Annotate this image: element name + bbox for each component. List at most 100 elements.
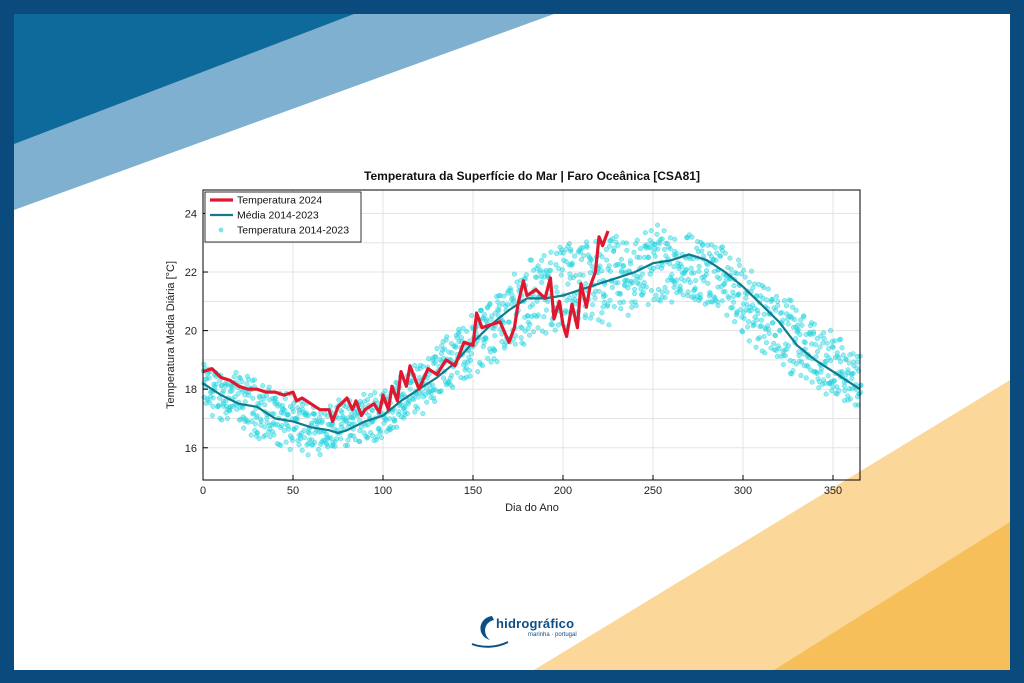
y-axis-ticks: 16 18 20 22 24 bbox=[185, 208, 208, 455]
scatter-point bbox=[790, 304, 796, 310]
scatter-point bbox=[510, 295, 516, 302]
scatter-point bbox=[712, 295, 718, 301]
scatter-point bbox=[313, 419, 320, 425]
scatter-point bbox=[378, 435, 385, 441]
scatter-point bbox=[793, 361, 799, 367]
scatter-point bbox=[479, 363, 486, 369]
scatter-point bbox=[208, 389, 214, 396]
scatter-point bbox=[373, 437, 379, 443]
y-tick-label: 18 bbox=[185, 384, 197, 396]
scatter-point bbox=[386, 416, 393, 422]
scatter-point bbox=[413, 403, 419, 409]
scatter-point bbox=[294, 415, 300, 421]
scatter-point bbox=[637, 254, 643, 261]
scatter-point bbox=[600, 304, 606, 310]
scatter-point bbox=[777, 310, 783, 316]
scatter-point bbox=[424, 399, 430, 405]
scatter-point bbox=[244, 381, 250, 387]
scatter-point bbox=[628, 278, 634, 284]
scatter-point bbox=[336, 415, 342, 421]
scatter-point bbox=[250, 410, 257, 416]
scatter-point bbox=[219, 417, 225, 423]
scatter-point bbox=[220, 398, 226, 404]
scatter-point bbox=[623, 277, 629, 284]
scatter-point bbox=[411, 396, 417, 402]
scatter-point bbox=[567, 295, 573, 301]
scatter-point bbox=[738, 307, 744, 313]
scatter-point bbox=[267, 426, 273, 432]
scatter-point bbox=[667, 261, 673, 267]
scatter-point bbox=[755, 310, 761, 317]
scatter-point bbox=[487, 301, 493, 308]
scatter-point bbox=[642, 230, 648, 236]
scatter-point bbox=[807, 322, 814, 329]
scatter-point bbox=[809, 341, 815, 347]
scatter-point bbox=[785, 343, 792, 349]
scatter-point bbox=[697, 295, 703, 301]
scatter-point bbox=[841, 383, 848, 389]
scatter-point bbox=[573, 272, 579, 279]
scatter-point bbox=[837, 359, 844, 365]
scatter-point bbox=[746, 279, 752, 285]
legend: Temperatura 2024 Média 2014-2023 Tempera… bbox=[204, 191, 362, 243]
scatter-point bbox=[830, 384, 836, 390]
scatter-point bbox=[450, 384, 456, 390]
scatter-point bbox=[535, 325, 541, 331]
scatter-point bbox=[831, 377, 837, 384]
hidrografico-logo: hidrográfico marinha · portugal bbox=[470, 610, 580, 650]
scatter-point bbox=[783, 303, 790, 309]
scatter-point bbox=[734, 310, 740, 316]
scatter-point bbox=[796, 352, 802, 359]
scatter-point bbox=[821, 335, 827, 342]
scatter-point bbox=[496, 293, 502, 299]
scatter-point bbox=[293, 424, 299, 431]
scatter-point bbox=[812, 368, 818, 375]
scatter-point bbox=[287, 446, 293, 453]
scatter-point bbox=[312, 411, 318, 417]
scatter-point bbox=[583, 281, 589, 287]
scatter-point bbox=[333, 436, 340, 442]
scatter-point bbox=[618, 268, 625, 274]
scatter-point bbox=[696, 268, 702, 274]
scatter-point bbox=[855, 359, 861, 365]
scatter-point bbox=[672, 236, 678, 242]
scatter-point bbox=[609, 236, 616, 242]
scatter-point bbox=[627, 258, 633, 264]
scatter-point bbox=[602, 293, 608, 299]
scatter-point bbox=[729, 305, 735, 311]
scatter-point bbox=[697, 291, 703, 297]
scatter-point bbox=[846, 360, 852, 366]
scatter-point bbox=[746, 338, 752, 344]
scatter-point bbox=[752, 306, 758, 312]
scatter-point bbox=[799, 359, 805, 365]
scatter-point bbox=[319, 418, 325, 424]
scatter-point bbox=[741, 315, 747, 321]
scatter-point bbox=[688, 265, 694, 271]
x-tick-label: 350 bbox=[824, 485, 842, 497]
scatter-point bbox=[483, 316, 489, 322]
scatter-point bbox=[742, 274, 748, 280]
scatter-point bbox=[365, 422, 371, 428]
scatter-point bbox=[751, 322, 757, 328]
scatter-point bbox=[765, 286, 771, 292]
scatter-point bbox=[367, 392, 374, 399]
scatter-point bbox=[369, 433, 375, 439]
scatter-point bbox=[584, 244, 590, 250]
scatter-point bbox=[632, 286, 638, 292]
scatter-point bbox=[765, 326, 771, 332]
scatter-point bbox=[512, 341, 518, 347]
scatter-point bbox=[624, 247, 630, 253]
scatter-point bbox=[581, 253, 587, 259]
scatter-point bbox=[504, 302, 510, 308]
scatter-point bbox=[262, 432, 269, 438]
scatter-point bbox=[722, 250, 728, 256]
scatter-point bbox=[528, 257, 534, 263]
scatter-point bbox=[727, 255, 733, 261]
scatter-point bbox=[467, 357, 474, 364]
scatter-point bbox=[559, 267, 566, 273]
scatter-point bbox=[492, 347, 498, 353]
scatter-point bbox=[796, 349, 802, 355]
scatter-point bbox=[775, 303, 781, 309]
scatter-point bbox=[420, 411, 426, 417]
scatter-point bbox=[568, 247, 574, 253]
